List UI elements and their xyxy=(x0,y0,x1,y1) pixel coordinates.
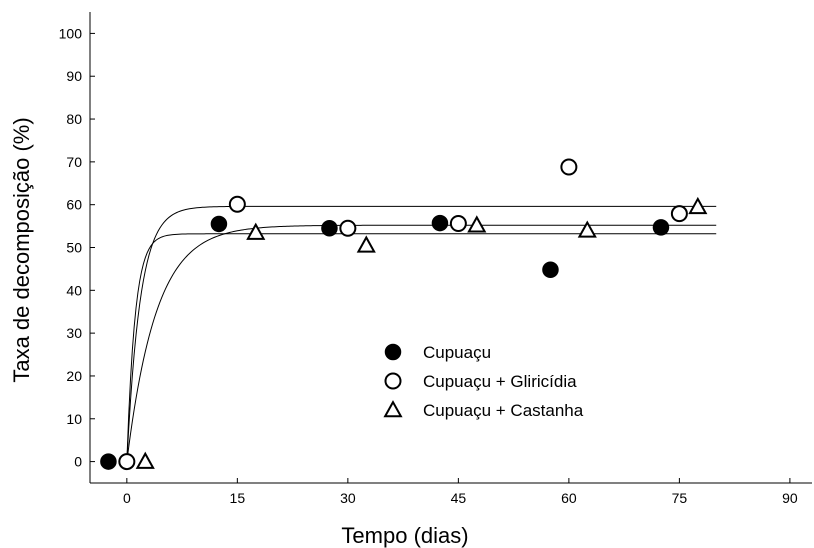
x-tick-label: 45 xyxy=(451,490,467,506)
series-0-point-3 xyxy=(431,214,449,232)
ticks: 0 10 20 30 40 50 60 70 80 90 100 0 15 30 45 60 75 90 xyxy=(59,25,798,506)
fit-curve-2 xyxy=(126,224,717,462)
x-tick-label: 90 xyxy=(782,490,798,506)
legend-marker-0 xyxy=(384,343,402,361)
y-tick-label: 30 xyxy=(66,325,82,341)
series-1-point-5 xyxy=(670,205,688,223)
series-2-point-2 xyxy=(356,235,376,253)
y-tick-label: 70 xyxy=(66,154,82,170)
series-2-point-1 xyxy=(246,222,266,240)
y-tick-label: 90 xyxy=(66,68,82,84)
series-2-point-5 xyxy=(688,196,708,215)
fit-curve-0 xyxy=(126,233,717,462)
fit-curves xyxy=(126,205,717,462)
legend-marker-2 xyxy=(383,400,403,418)
y-tick-label: 10 xyxy=(66,411,82,427)
series-1-point-2 xyxy=(339,219,357,237)
y-tick-label: 100 xyxy=(59,25,83,41)
y-tick-label: 0 xyxy=(74,454,82,470)
series-1-point-0 xyxy=(118,453,136,471)
legend: Cupuaçu Cupuaçu + Gliricídia Cupuaçu + Cas… xyxy=(383,343,584,420)
x-tick-label: 0 xyxy=(123,490,131,506)
legend-label-0: Cupuaçu xyxy=(423,343,491,362)
series-1-point-4 xyxy=(560,158,578,176)
x-tick-label: 30 xyxy=(340,490,356,506)
series-0-point-2 xyxy=(321,219,338,237)
series-2-point-0 xyxy=(135,451,155,469)
series-0-point-1 xyxy=(210,215,228,233)
y-tick-label: 20 xyxy=(66,368,82,384)
fit-curve-1 xyxy=(126,205,717,462)
y-axis-title: Taxa de decomposição (%) xyxy=(9,117,34,382)
legend-label-2: Cupuaçu + Castanha xyxy=(423,401,584,420)
series-1-point-1 xyxy=(228,195,246,213)
series-0-point-4 xyxy=(542,261,559,279)
y-tick-label: 80 xyxy=(66,111,82,127)
series-2-point-4 xyxy=(577,220,597,238)
x-tick-label: 60 xyxy=(561,490,577,506)
series-2-point-3 xyxy=(467,215,487,233)
series-0-point-0 xyxy=(100,453,117,470)
legend-marker-1 xyxy=(384,372,402,390)
series-1-point-3 xyxy=(449,215,467,233)
data-points xyxy=(100,158,708,471)
legend-label-1: Cupuaçu + Gliricídia xyxy=(423,372,577,391)
x-tick-label: 15 xyxy=(230,490,246,506)
y-tick-label: 40 xyxy=(66,282,82,298)
x-tick-label: 75 xyxy=(672,490,688,506)
series-0-point-5 xyxy=(652,219,670,236)
y-tick-label: 60 xyxy=(66,197,82,213)
x-axis-title: Tempo (dias) xyxy=(341,523,468,548)
y-tick-label: 50 xyxy=(66,240,82,256)
